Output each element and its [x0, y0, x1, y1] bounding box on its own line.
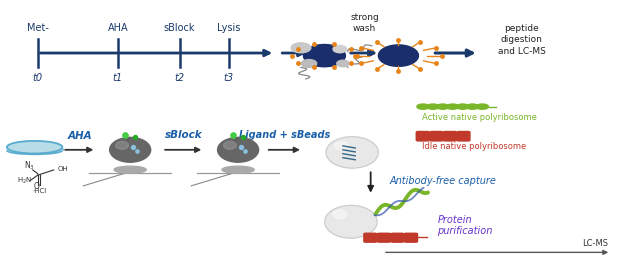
Ellipse shape [337, 60, 349, 67]
Text: O: O [33, 182, 40, 191]
Text: t1: t1 [113, 73, 123, 83]
Text: sBlock: sBlock [164, 130, 202, 140]
Text: Active native polyribosome: Active native polyribosome [422, 113, 536, 122]
Text: LC-MS: LC-MS [582, 239, 608, 248]
Text: AHA: AHA [108, 23, 128, 33]
FancyBboxPatch shape [364, 233, 377, 242]
FancyBboxPatch shape [378, 233, 391, 242]
FancyBboxPatch shape [417, 132, 430, 141]
Ellipse shape [116, 141, 129, 149]
Ellipse shape [222, 166, 254, 173]
Ellipse shape [109, 137, 151, 162]
FancyBboxPatch shape [444, 132, 456, 141]
Circle shape [446, 104, 459, 109]
Circle shape [417, 104, 430, 109]
Text: ·HCl: ·HCl [32, 188, 47, 194]
Text: sBlock: sBlock [164, 23, 195, 33]
Circle shape [437, 104, 449, 109]
FancyBboxPatch shape [457, 132, 470, 141]
Circle shape [476, 104, 488, 109]
Circle shape [466, 104, 478, 109]
Ellipse shape [303, 44, 345, 67]
Ellipse shape [7, 141, 62, 154]
Text: Protein
purification: Protein purification [438, 215, 493, 236]
Ellipse shape [291, 43, 311, 53]
FancyBboxPatch shape [391, 233, 404, 242]
Ellipse shape [333, 45, 347, 53]
Text: t0: t0 [33, 73, 43, 83]
Ellipse shape [333, 210, 347, 219]
Text: OH: OH [58, 166, 69, 172]
Text: Met-: Met- [27, 23, 49, 33]
Text: strong
wash: strong wash [350, 13, 379, 33]
Text: AHA: AHA [67, 131, 92, 141]
Ellipse shape [218, 137, 258, 162]
Text: $\mathregular{H_2N}$: $\mathregular{H_2N}$ [17, 175, 32, 186]
Ellipse shape [302, 59, 316, 67]
Text: Antibody-free capture: Antibody-free capture [389, 176, 496, 186]
Ellipse shape [114, 166, 146, 173]
Text: t3: t3 [224, 73, 234, 83]
Text: Idle native polyribosome: Idle native polyribosome [422, 142, 526, 151]
FancyBboxPatch shape [405, 233, 418, 242]
Text: peptide
digestion
and LC-MS: peptide digestion and LC-MS [497, 24, 546, 55]
Circle shape [427, 104, 439, 109]
FancyBboxPatch shape [430, 132, 443, 141]
Text: Lysis: Lysis [217, 23, 240, 33]
Text: Ligand + sBeads: Ligand + sBeads [239, 130, 330, 140]
Ellipse shape [224, 141, 236, 149]
Text: $\mathregular{N_3}$: $\mathregular{N_3}$ [23, 159, 35, 172]
Circle shape [456, 104, 468, 109]
Ellipse shape [334, 142, 348, 150]
Text: t2: t2 [174, 73, 185, 83]
Ellipse shape [324, 205, 377, 238]
Ellipse shape [378, 45, 418, 66]
Ellipse shape [326, 137, 378, 168]
